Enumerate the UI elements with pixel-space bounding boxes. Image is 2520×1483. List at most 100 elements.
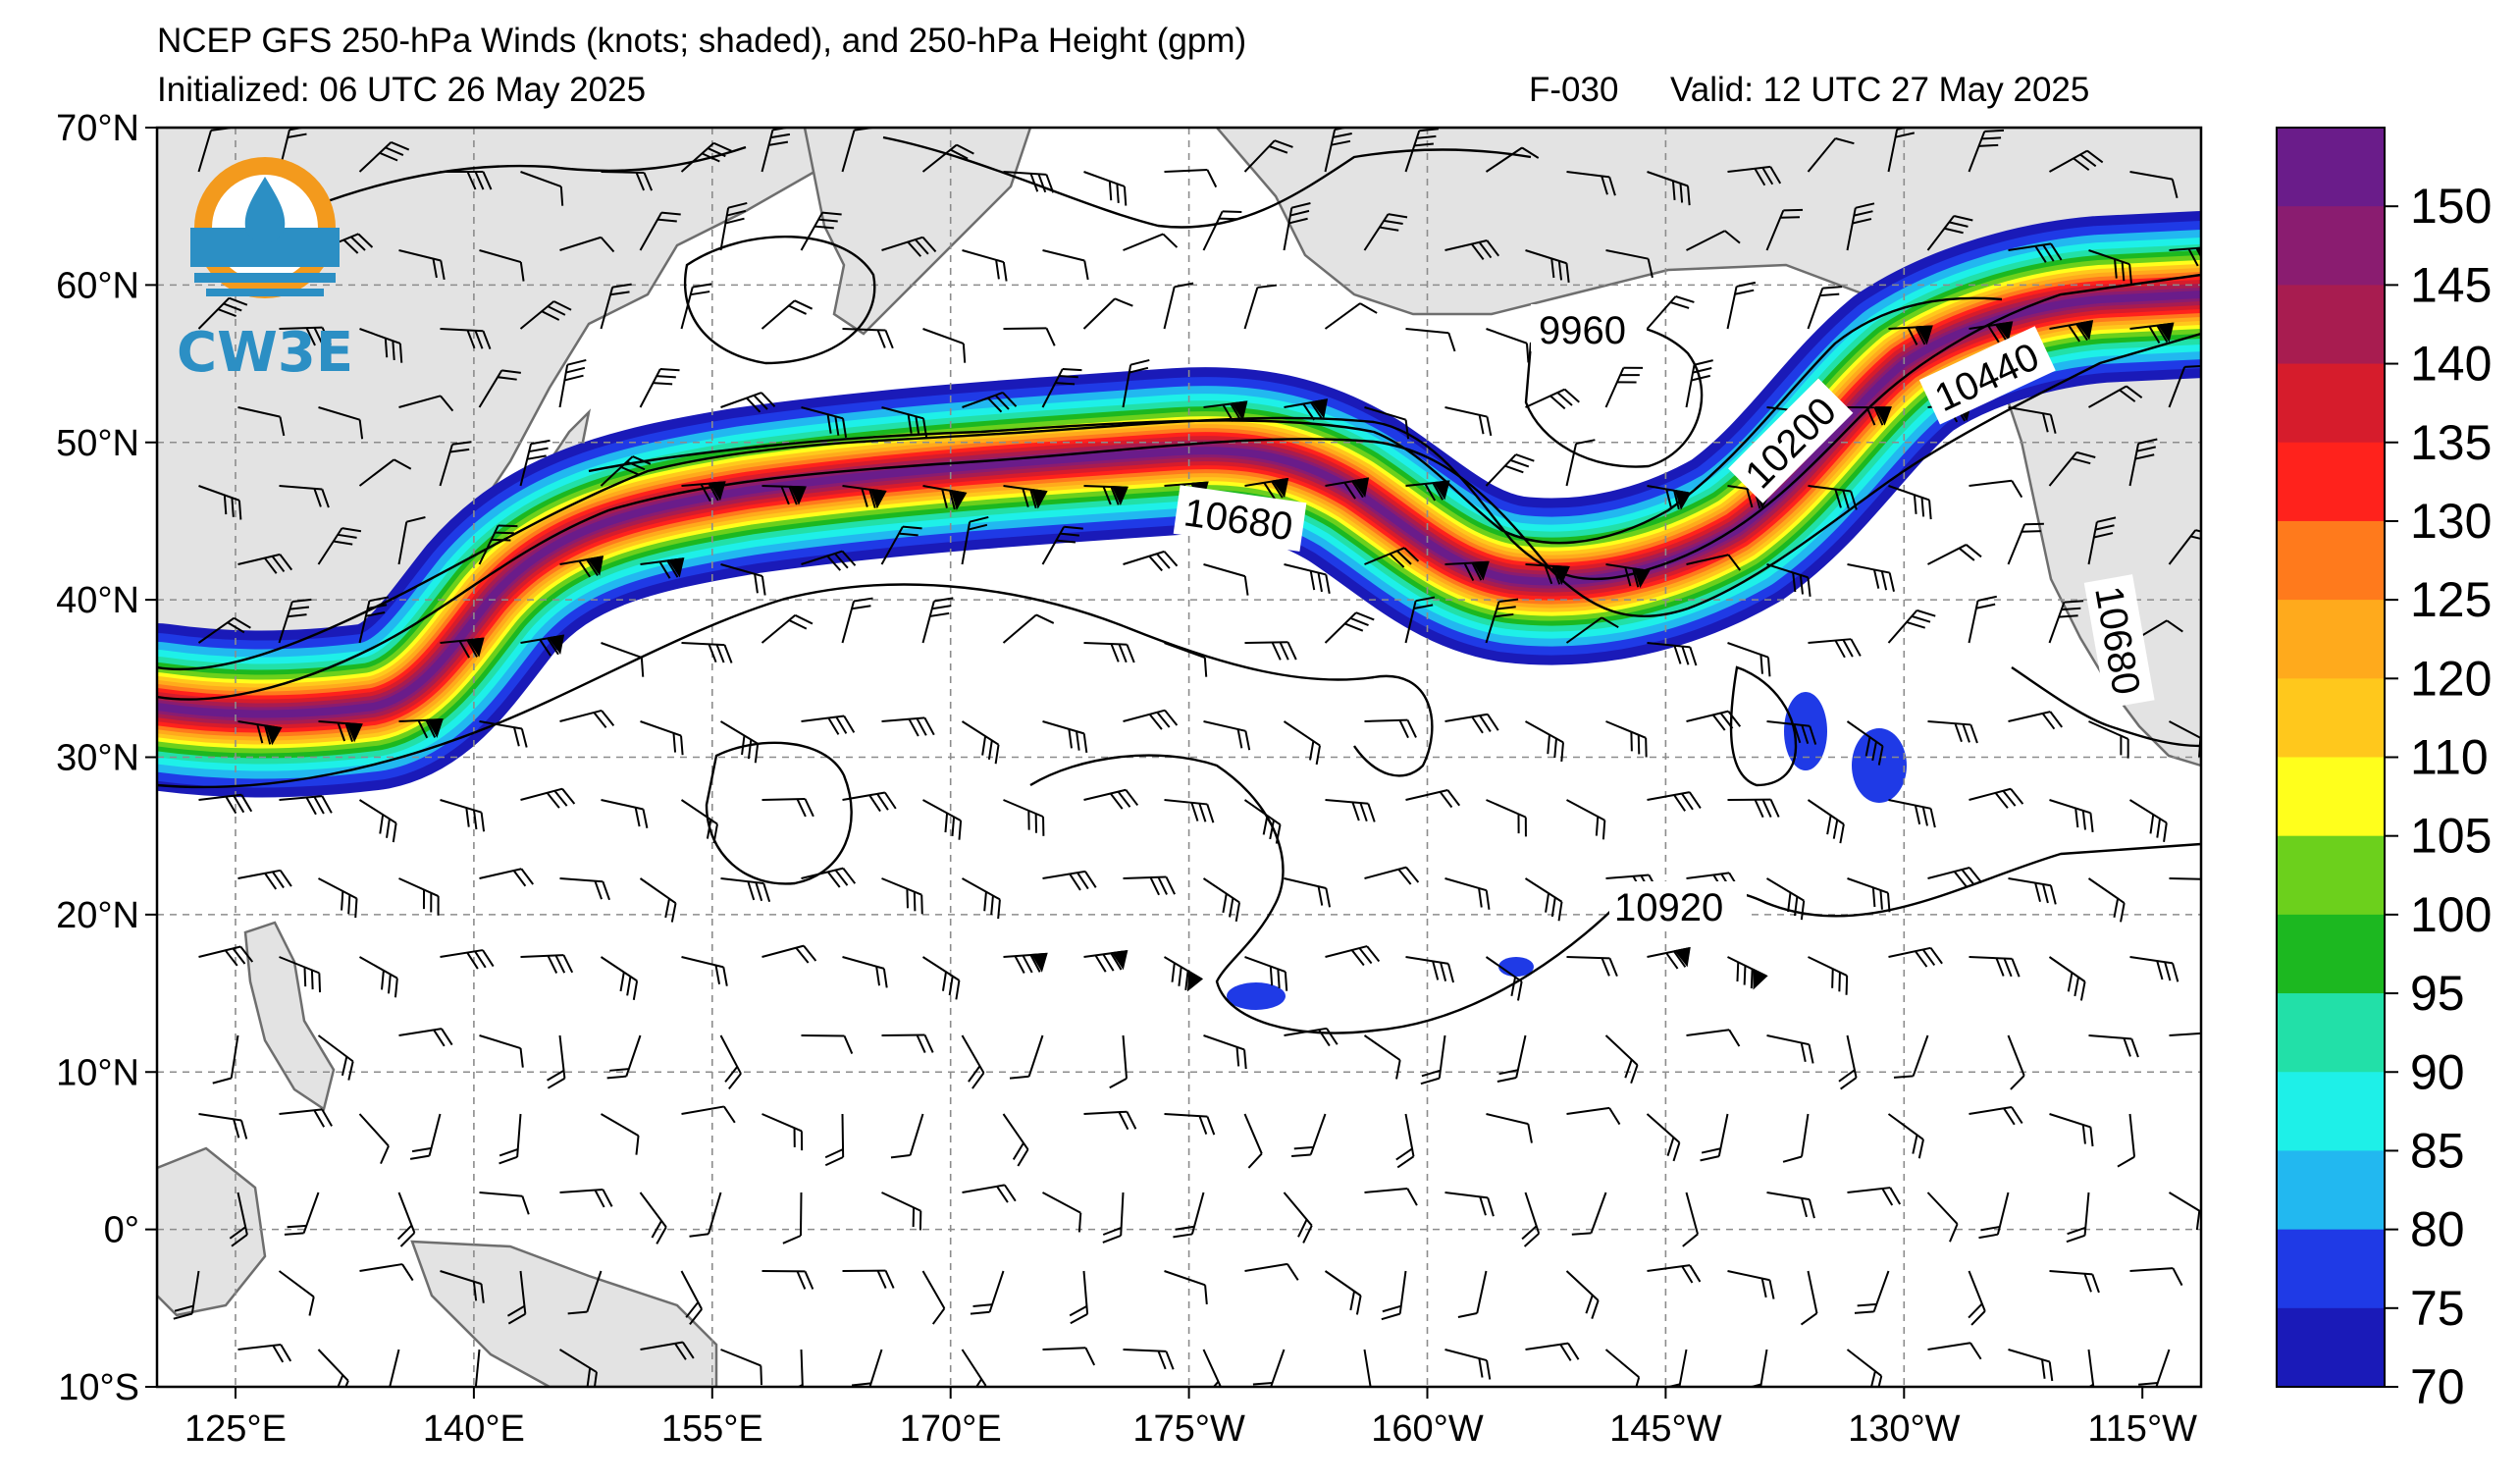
wind-barb-feather [1711,714,1726,731]
wind-barb-feather [1871,887,1876,908]
wind-barb [680,141,732,173]
wind-barb-feather [814,225,834,230]
wind-barb-staff [708,1192,722,1235]
wind-barb-feather [670,903,677,923]
wind-barb [237,869,292,890]
wind-barb [1444,1349,1492,1380]
wind-barb [388,1349,400,1387]
wind-barb-feather [1487,714,1499,731]
wind-barb [842,791,897,813]
wind-barb-feather [1865,406,1876,426]
wind-barb [1887,1113,1924,1159]
wind-barb-feather [1978,1233,1999,1240]
wind-barb-feather [931,1307,946,1325]
wind-barb-feather [229,1226,246,1240]
wind-barb-feather [908,718,919,737]
wind-barb-feather [2002,790,2017,807]
wind-barb-feather [2049,414,2057,434]
wind-barb-feather [231,1234,248,1247]
wind-barb-flag [1874,406,1892,426]
wind-barb-feather [1349,616,1369,627]
wind-barb-feather [1486,416,1493,437]
wind-barb [1524,877,1563,922]
wind-barb-feather [321,489,330,508]
wind-barb-staff [397,521,408,565]
wind-barb [1854,1270,1890,1314]
wind-barb-staff [921,1270,946,1309]
wind-barb [601,799,649,828]
wind-barb-feather [547,1077,565,1089]
wind-barb [1244,1262,1299,1281]
wind-barb-staff [197,130,212,173]
wind-barb [601,642,645,677]
cw3e-logo: CW3E [177,157,353,385]
wind-barb-feather [1252,1381,1273,1386]
wind-barb [279,1108,333,1128]
wind-barb [1123,875,1176,896]
contour-label-bg-10680-b [2083,574,2155,709]
wind-barb-feather [990,895,994,916]
wind-barb-feather [1271,481,1284,499]
wind-barb-feather [712,823,718,844]
wind-barb-feather [313,327,324,346]
wind-barb [640,1341,695,1360]
wind-barb-feather [1463,562,1475,582]
wind-barb-feather [1022,955,1033,974]
wind-barb-feather [981,735,987,756]
wind-barb-staff [1485,146,1523,173]
wind-barb-feather [1647,258,1654,279]
wind-barb-feather [449,448,470,453]
wind-barb-feather [2195,529,2201,536]
wind-barb [1404,596,1436,644]
wind-barb-feather [2172,963,2179,982]
wind-barb [1083,171,1128,206]
wind-barb-feather [1269,145,1288,154]
wind-barb-feather [1162,233,1179,248]
wind-barb-feather [1944,227,1964,235]
wind-barb-feather [367,604,388,609]
wind-barb-feather [396,1224,413,1241]
wind-barb-feather [1842,490,1850,509]
wind-barb [1727,642,1771,677]
wind-barb [921,1270,946,1325]
wind-barb-feather [1994,792,2009,809]
wind-barb-feather [1929,947,1943,965]
wind-barb-feather [747,880,756,901]
wind-barb-staff [1476,1270,1488,1314]
wind-barb-feather [2212,879,2220,897]
valid-time: Valid: 12 UTC 27 May 2025 [1670,71,2090,109]
wind-barb-flag [950,489,968,510]
wind-barb [1808,638,1862,659]
wind-barb-feather [566,358,587,366]
wind-barb [842,1269,895,1290]
wind-barb-feather [1911,614,1931,623]
wind-barb-feather [1037,173,1047,193]
wind-barb [1405,328,1456,352]
wind-barb-feather [1783,208,1804,212]
wind-barb-staff [1605,249,1649,260]
wind-barb-feather [1035,613,1055,624]
wind-barb-feather [1547,734,1550,755]
wind-barb [198,1113,248,1139]
wind-barb-staff [1685,1192,1700,1235]
wind-barb-feather [1479,1196,1487,1216]
wind-barb-feather [1914,805,1921,825]
wind-barb-feather [227,621,245,634]
wind-barb-feather [853,597,873,603]
wind-patch-south [1227,982,1286,1010]
wind-barb-feather [1527,1123,1533,1143]
wind-barb-feather [1736,281,1757,288]
wind-barb-feather [2068,324,2081,343]
wind-barb [719,201,748,251]
wind-barb-feather [2058,614,2078,618]
wind-barb-feather [955,980,961,1000]
wind-barb-feather [1359,802,1368,822]
wind-barb-feather [706,819,712,839]
wind-barb [962,392,1018,413]
wind-barb-feather [1157,1351,1167,1370]
wind-barb [1927,720,1978,744]
wind-barb-feather [1439,791,1453,809]
wind-barb [478,369,521,408]
wind-barb [2007,522,2044,565]
colorbar-segment [2277,520,2385,601]
